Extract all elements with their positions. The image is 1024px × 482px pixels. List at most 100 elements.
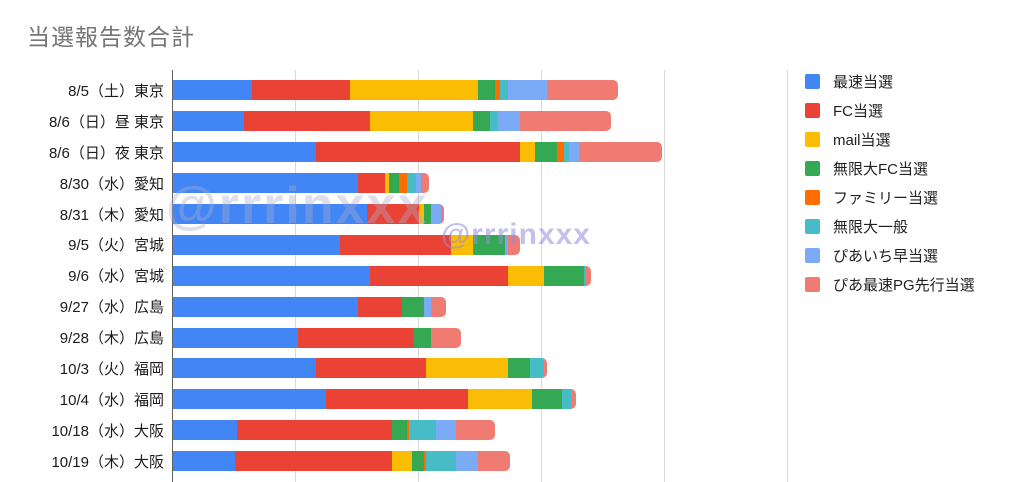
bar-segment [389,173,400,194]
category-label: 10/4（水）福岡 [59,391,164,409]
bar-segment [416,173,422,194]
legend-swatch-icon [805,161,820,176]
bar-row [173,137,789,168]
bar-segment [431,204,442,224]
bar-segment [556,142,565,163]
bar-segment [507,265,545,286]
stacked-bar [173,173,429,194]
bar-segment [468,389,533,410]
gridline [664,70,665,482]
bar-segment [532,389,562,410]
stacked-bar [173,142,663,163]
legend: 最速当選 FC当選 mail当選無限大FC当選ファミリー当選無限大一般ぴあいち早当選… [805,74,975,306]
bar-segment [298,327,415,348]
bar-segment [173,234,341,255]
bar-row [173,291,789,322]
legend-item: ぴあいち早当選 [805,248,975,265]
stacked-bar [173,389,577,410]
category-label: 8/30（水）愛知 [59,175,164,193]
bar-segment [418,204,424,224]
bar-segment [571,389,577,410]
bar-segment [455,420,496,441]
bar-segment [544,358,547,379]
legend-swatch-icon [805,277,820,292]
bar-segment [391,451,412,472]
bar-segment [173,173,358,194]
legend-item: 最速当選 [805,74,975,91]
bar-segment [236,420,392,441]
stacked-bar [173,80,619,101]
bar-segment [325,389,469,410]
category-label: 9/27（水）広島 [59,299,164,317]
bar-segment [173,204,368,224]
bar-row [173,322,789,353]
bar-segment [561,389,572,410]
chart-title: 当選報告数合計 [27,24,195,50]
category-axis: 8/5（土）東京 8/6（日）昼 東京 8/6（日）夜 東京 8/30（水）愛知 8/3… [0,75,164,477]
category-label: 9/28（木）広島 [59,330,164,348]
legend-swatch-icon [805,190,820,205]
legend-item: 無限大FC当選 [805,161,975,178]
bar-segment [473,111,491,132]
bar-segment [173,327,299,348]
bar-segment [421,173,429,194]
legend-label: FC当選 [833,103,883,120]
legend-label: 無限大FC当選 [833,161,928,178]
stacked-bar [173,358,547,379]
bar-segment [173,420,237,441]
legend-swatch-icon [805,248,820,263]
category-label: 10/3（火）福岡 [59,360,164,378]
bar-segment [529,358,545,379]
legend-swatch-icon [805,219,820,234]
bar-segment [173,296,358,317]
bar-segment [173,389,326,410]
bar-row [173,106,789,137]
bar-segment [564,142,569,163]
stacked-bar [173,420,496,441]
stacked-bar [173,111,611,132]
bar-segment [367,204,419,224]
legend-label: ぴあいち早当選 [833,248,939,265]
bar-segment [423,451,427,472]
bar-segment [507,358,530,379]
legend-label: mail当選 [833,132,891,149]
bar-segment [505,234,508,255]
stacked-bar [173,327,461,348]
category-label: 9/5（火）宮城 [68,237,164,255]
bar-segment [411,451,424,472]
bar-segment [544,265,584,286]
bar-segment [369,111,474,132]
bar-segment [409,420,437,441]
bar-segment [586,265,592,286]
bar-row [173,199,789,230]
bar-segment [423,296,432,317]
legend-label: 最速当選 [833,74,894,91]
bar-segment [369,265,508,286]
bar-segment [173,358,316,379]
stacked-bar [173,204,444,224]
bar-segment [340,234,451,255]
bar-segment [441,204,444,224]
bar-segment [455,451,478,472]
bar-segment [473,234,506,255]
bar-segment [478,80,496,101]
bar-segment [357,173,385,194]
bar-segment [401,296,424,317]
category-label: 8/5（土）東京 [68,82,164,100]
stacked-bar [173,296,447,317]
legend-item: ファミリー当選 [805,190,975,207]
bar-segment [450,234,474,255]
bar-segment [578,142,663,163]
bar-segment [423,204,432,224]
legend-item: 無限大一般 [805,219,975,236]
legend-label: 無限大一般 [833,219,909,236]
category-label: 10/18（水）大阪 [51,422,164,440]
bar-segment [490,111,498,132]
stacked-bar [173,234,520,255]
category-label: 10/19（木）大阪 [51,453,164,471]
legend-item: FC当選 [805,103,975,120]
bar-row [173,168,789,199]
category-label: 8/6（日）昼 東京 [48,113,164,131]
legend-swatch-icon [805,103,820,118]
bar-segment [315,358,427,379]
